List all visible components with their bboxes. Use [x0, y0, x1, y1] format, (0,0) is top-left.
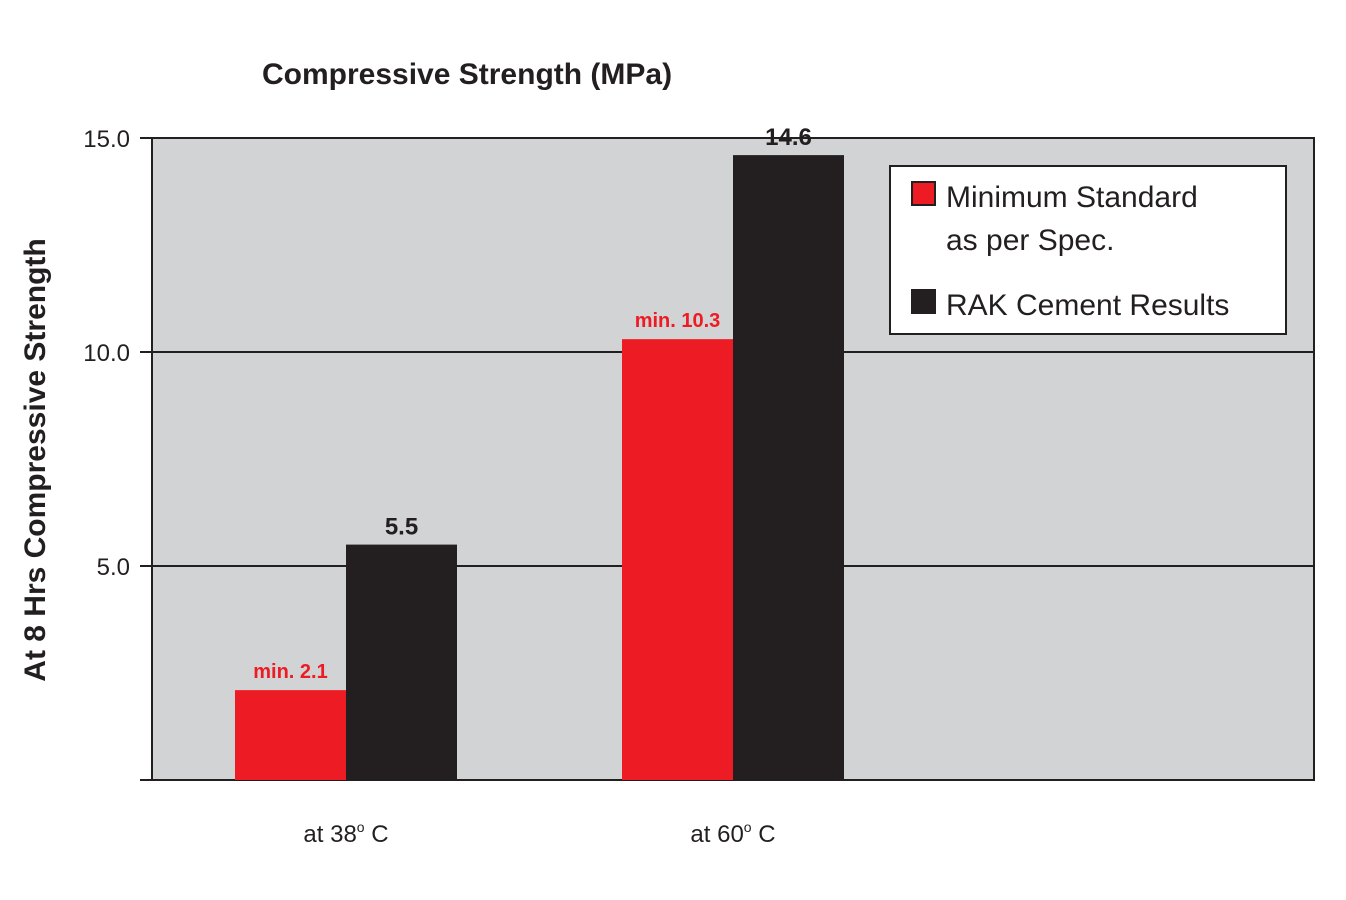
legend-label-1-0: RAK Cement Results [946, 289, 1229, 322]
legend-swatch-0 [911, 181, 936, 206]
legend-swatch-1 [911, 289, 936, 314]
legend: Minimum Standard as per Spec. RAK Cement R… [889, 165, 1287, 335]
legend-label-0-1: as per Spec. [946, 224, 1114, 257]
data-label-rak-1: 14.6 [765, 124, 812, 151]
y-tick-label-1: 5.0 [97, 554, 130, 581]
legend-label-0-0: Minimum Standard [946, 181, 1198, 214]
chart-title: Compressive Strength (MPa) [262, 58, 673, 91]
y-tick-label-2: 10.0 [83, 340, 130, 367]
bar-minimum-0 [235, 690, 346, 780]
data-label-minimum-0: min. 2.1 [253, 661, 327, 683]
bar-minimum-1 [622, 339, 733, 780]
data-label-minimum-1: min. 10.3 [635, 310, 721, 332]
bar-rak-1 [733, 155, 844, 780]
data-label-rak-0: 5.5 [385, 514, 418, 541]
x-tick-label-0: at 38o C [303, 819, 388, 848]
y-tick-label-3: 15.0 [83, 126, 130, 153]
x-tick-label-1: at 60o C [690, 819, 775, 848]
legend-box [889, 165, 1287, 335]
bar-rak-0 [346, 544, 457, 780]
